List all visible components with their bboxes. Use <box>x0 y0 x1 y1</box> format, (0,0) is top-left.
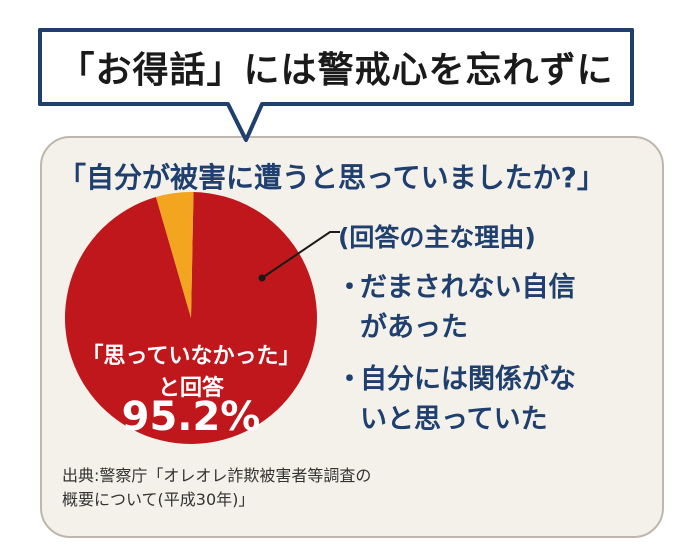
bullet: ・ <box>336 360 360 400</box>
source-line1: 出典:警察庁「オレオレ詐欺被害者等調査の <box>62 464 371 488</box>
reason-line1: 自分には関係がな <box>360 364 576 395</box>
reason-line2: いと思っていた <box>336 400 656 440</box>
reasons-title: (回答の主な理由) <box>338 218 536 254</box>
reason-line2: があった <box>336 308 656 348</box>
reason-item: ・自分には関係がな いと思っていた <box>336 360 656 440</box>
source-note: 出典:警察庁「オレオレ詐欺被害者等調査の 概要について(平成30年)」 <box>62 464 371 512</box>
reason-line1: だまされない自信 <box>360 272 575 303</box>
reason-item: ・だまされない自信 があった <box>336 268 656 348</box>
source-line2: 概要について(平成30年)」 <box>62 488 371 512</box>
pie-percent-label: 95.2% <box>66 394 316 440</box>
pie-label-line1: 「思っていなかった」 <box>66 338 316 370</box>
bullet: ・ <box>336 268 360 308</box>
pointer-dot <box>259 275 266 282</box>
